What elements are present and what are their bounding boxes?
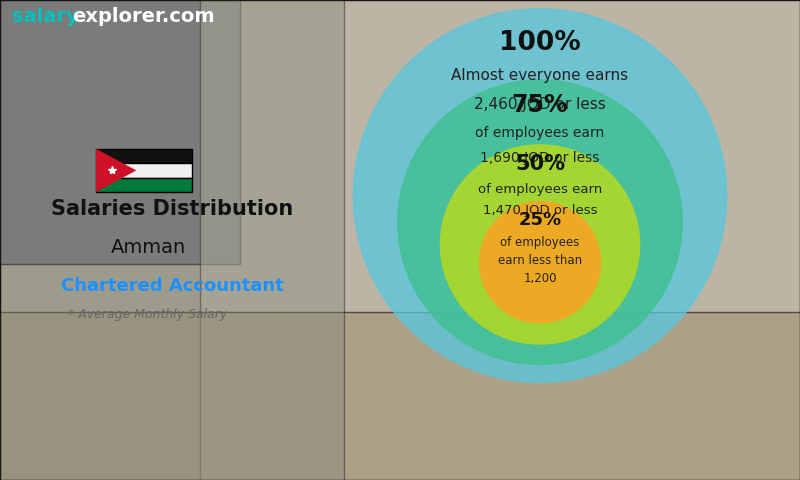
Text: earn less than: earn less than bbox=[498, 254, 582, 267]
FancyBboxPatch shape bbox=[0, 0, 344, 480]
Text: 75%: 75% bbox=[512, 93, 568, 117]
Text: 1,470 JOD or less: 1,470 JOD or less bbox=[482, 204, 598, 217]
FancyBboxPatch shape bbox=[0, 312, 800, 480]
FancyBboxPatch shape bbox=[96, 178, 192, 192]
Text: 1,200: 1,200 bbox=[523, 272, 557, 285]
FancyBboxPatch shape bbox=[96, 149, 192, 163]
FancyBboxPatch shape bbox=[200, 0, 800, 480]
Text: Amman: Amman bbox=[110, 238, 186, 257]
Polygon shape bbox=[96, 149, 136, 192]
FancyBboxPatch shape bbox=[96, 163, 192, 178]
Text: 50%: 50% bbox=[515, 155, 565, 174]
Text: of employees: of employees bbox=[500, 236, 580, 249]
Text: 2,460 JOD or less: 2,460 JOD or less bbox=[474, 97, 606, 112]
Text: 1,690 JOD or less: 1,690 JOD or less bbox=[480, 151, 600, 165]
Text: Almost everyone earns: Almost everyone earns bbox=[451, 68, 629, 83]
Text: * Average Monthly Salary: * Average Monthly Salary bbox=[68, 308, 228, 321]
Text: 25%: 25% bbox=[518, 211, 562, 228]
Circle shape bbox=[441, 145, 639, 344]
Text: 100%: 100% bbox=[499, 30, 581, 56]
Circle shape bbox=[479, 202, 601, 323]
Text: of employees earn: of employees earn bbox=[475, 126, 605, 140]
Circle shape bbox=[354, 9, 726, 382]
Text: salary: salary bbox=[12, 7, 78, 25]
Text: Salaries Distribution: Salaries Distribution bbox=[51, 199, 293, 219]
Text: Chartered Accountant: Chartered Accountant bbox=[61, 276, 283, 295]
Text: of employees earn: of employees earn bbox=[478, 183, 602, 196]
Circle shape bbox=[398, 80, 682, 364]
Text: explorer.com: explorer.com bbox=[72, 7, 214, 25]
FancyBboxPatch shape bbox=[0, 0, 240, 264]
